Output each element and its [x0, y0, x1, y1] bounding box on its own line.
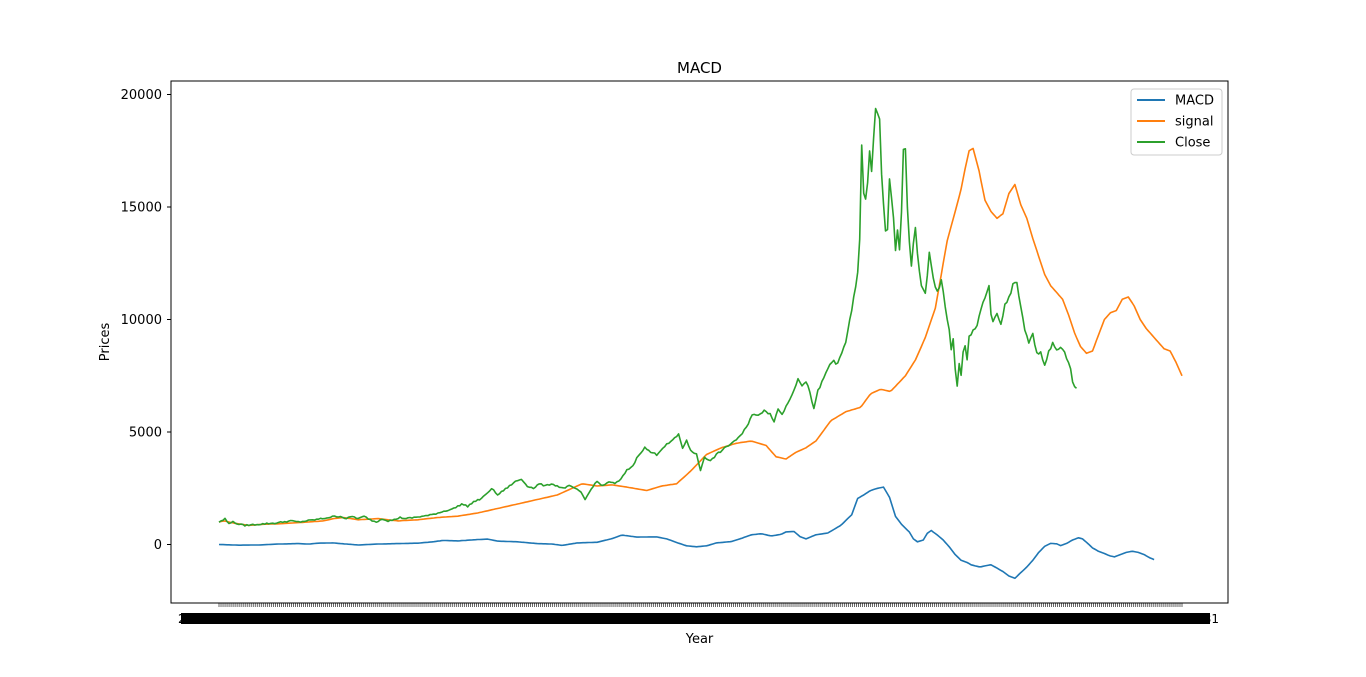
legend: MACD signal Close	[1130, 88, 1223, 156]
y-ticks: 0 5000 10000 15000 20000	[121, 88, 171, 553]
legend-label-macd: MACD	[1175, 94, 1214, 109]
y-tick-label: 0	[154, 538, 162, 553]
x-tick-label-first: 2	[178, 612, 186, 626]
y-axis-label: Prices	[98, 323, 113, 362]
series-line-signal	[218, 147, 1183, 527]
series-line-macd	[218, 486, 1155, 580]
legend-label-signal: signal	[1175, 115, 1213, 130]
plot-frame	[170, 80, 1229, 604]
series-lines	[218, 107, 1183, 580]
y-tick-label: 5000	[129, 426, 162, 441]
legend-box	[1130, 88, 1223, 156]
y-tick-label: 10000	[121, 313, 162, 328]
chart-title: MACD	[677, 59, 722, 77]
x-axis-label: Year	[685, 632, 714, 647]
y-tick-label: 20000	[121, 88, 162, 103]
y-tick-label: 15000	[121, 201, 162, 216]
x-tick-marks	[218, 603, 1183, 607]
legend-label-close: Close	[1175, 136, 1210, 151]
x-tick-labels-overlap	[181, 613, 1210, 624]
plot-area	[171, 81, 1228, 603]
x-tick-label-last: 31	[1204, 612, 1219, 626]
series-line-close	[218, 107, 1078, 527]
x-ticks	[181, 603, 1210, 624]
